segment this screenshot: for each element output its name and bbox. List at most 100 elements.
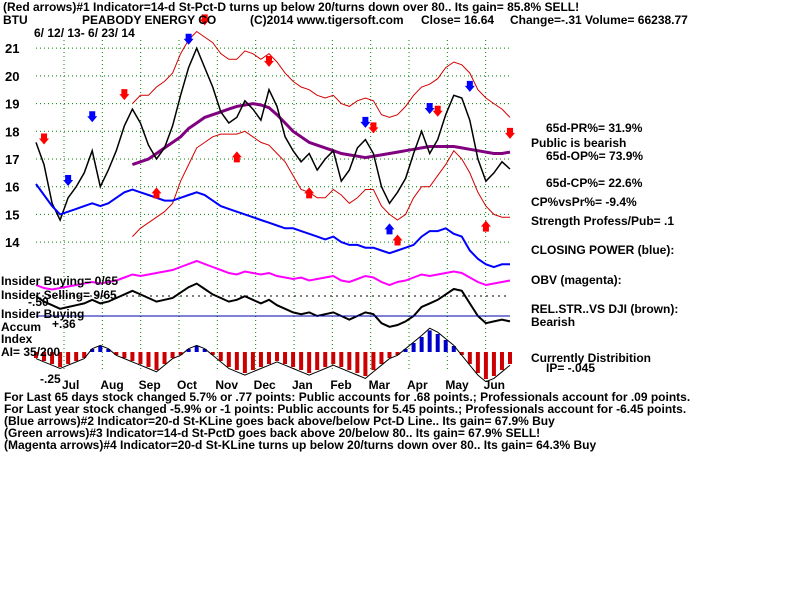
lower-band-line [132, 130, 510, 237]
accum-bar [508, 352, 512, 364]
closing-power-label: CLOSING POWER (blue): [531, 243, 675, 257]
month-label: May [445, 378, 469, 392]
accum-bar [459, 352, 464, 355]
closing-power-line [35, 183, 510, 269]
insider-selling-ratio: Insider Selling= 9/65 [1, 288, 117, 302]
rel-strength-line [35, 282, 511, 328]
y-tick-label: 20 [5, 69, 19, 84]
blue-down-arrow-icon [360, 116, 371, 128]
blue-down-arrow-icon [183, 33, 194, 45]
ip-value: IP= -.045 [546, 361, 596, 375]
accum-minus25: -.25 [40, 372, 61, 386]
accum-bar [250, 352, 255, 370]
y-tick-label: 16 [5, 180, 19, 195]
price-line [35, 46, 511, 222]
accum-bar [202, 349, 207, 352]
accum-value: +.36 [52, 317, 76, 331]
accum-bar [50, 352, 55, 364]
indicator-line-red: (Red arrows)#1 Indicator=14-d St-Pct-D t… [3, 0, 580, 14]
red-up-arrow-icon [304, 187, 315, 199]
accum-bar [307, 352, 312, 373]
accum-label: Accum [1, 320, 42, 334]
volume-value: Volume= 66238.77 [585, 13, 688, 27]
accum-bar [170, 352, 175, 358]
accum-bar [162, 352, 167, 364]
red-down-arrow-icon [199, 14, 210, 26]
rel-strength-label: REL.STR..VS DJI (brown): [531, 302, 679, 316]
accum-bar [499, 352, 504, 370]
red-up-arrow-icon [392, 234, 403, 246]
accum-bar [291, 352, 296, 367]
blue-down-arrow-icon [464, 80, 475, 92]
accum-bar [82, 352, 87, 358]
accum-bar [146, 352, 151, 367]
accum-bar [491, 352, 496, 376]
moving-average-line [131, 102, 511, 167]
footer-line-2: For Last year stock changed -5.9% or -1 … [4, 402, 687, 416]
insider-buying-ratio: Insider Buying= 0/65 [1, 274, 119, 288]
distribution-label: Currently Distribition [531, 351, 652, 365]
blue-down-arrow-icon [424, 102, 435, 114]
accum-bar [339, 352, 344, 367]
rel-strength-value: Bearish [531, 315, 576, 329]
accum-bar [74, 352, 79, 361]
grid-lines [36, 40, 510, 372]
footer-line-1: For Last 65 days stock changed 5.7% or .… [4, 390, 691, 404]
month-label: Jul [62, 378, 79, 392]
accum-minus50: -.50 [28, 295, 49, 309]
signal-arrows [39, 14, 515, 246]
accumulation-histogram [34, 327, 512, 383]
footer-line-5: (Magenta arrows)#4 Indicator=20-d St-KLi… [4, 438, 597, 452]
accum-outline [35, 327, 511, 383]
accum-bar [106, 349, 111, 352]
y-tick-label: 18 [5, 124, 19, 139]
public-bearish: Public is bearish [531, 136, 627, 150]
accum-bar [363, 352, 368, 376]
y-axis-ticks: 21 20 19 18 17 16 15 14 [5, 41, 20, 250]
accum-bar [315, 352, 320, 370]
red-down-arrow-icon [119, 89, 130, 101]
series-layer [35, 30, 511, 328]
accum-bar [194, 346, 199, 352]
ai-value: AI= 35/200 [1, 345, 61, 359]
footer-line-3: (Blue arrows)#2 Indicator=20-d St-KLine … [4, 414, 555, 428]
strength-profess: Strength Profess/Pub= .1 [531, 214, 675, 228]
accum-bar [347, 352, 352, 370]
close-price: Close= 16.64 [421, 13, 495, 27]
accum-bar [299, 352, 304, 370]
company-name: PEABODY ENERGY CO [82, 13, 217, 27]
accum-bar [58, 352, 63, 367]
accum-bar [467, 352, 472, 364]
change-value: Change=-.31 [510, 13, 582, 27]
cp-percent: 65d-CP%= 22.6% [546, 176, 643, 190]
date-range: 6/ 12/ 13- 6/ 23/ 14 [34, 26, 135, 40]
y-tick-label: 14 [5, 235, 20, 250]
red-down-arrow-icon [505, 127, 515, 139]
accum-bar [42, 352, 47, 361]
accum-bar [242, 352, 247, 373]
accum-bar [138, 352, 143, 364]
red-down-arrow-icon [368, 122, 379, 134]
accum-bar [226, 352, 231, 367]
accum-bar [435, 334, 440, 352]
accum-bar [355, 352, 360, 373]
accum-bar [283, 352, 288, 364]
red-down-arrow-icon [39, 133, 50, 145]
accum-bar [90, 349, 95, 352]
accum-bar [395, 352, 400, 355]
blue-down-arrow-icon [87, 111, 98, 123]
blue-up-arrow-icon [384, 223, 395, 235]
accum-bar [122, 352, 127, 358]
month-label: Mar [369, 378, 391, 392]
red-up-arrow-icon [151, 187, 162, 199]
index-label: Index [1, 332, 33, 346]
accum-bar [66, 352, 71, 364]
accum-bar [210, 352, 215, 355]
accum-bar [114, 352, 119, 355]
accum-bar [266, 352, 271, 364]
accum-bar [154, 352, 159, 370]
y-tick-label: 19 [5, 97, 19, 112]
accum-bar [427, 330, 432, 352]
month-label: Nov [215, 378, 238, 392]
